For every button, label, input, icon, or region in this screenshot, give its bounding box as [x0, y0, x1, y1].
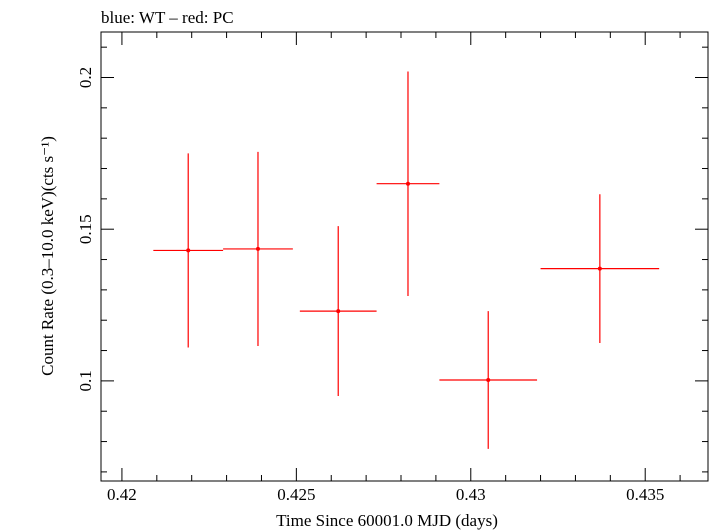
point-marker [186, 248, 191, 253]
x-tick-label: 0.435 [626, 485, 664, 504]
x-axis-label: Time Since 60001.0 MJD (days) [276, 511, 498, 530]
chart-title: blue: WT – red: PC [101, 8, 234, 27]
data-point [299, 226, 377, 397]
data-point [540, 194, 660, 343]
data-point [223, 151, 293, 346]
y-tick-labels: 0.1 0.15 0.2 [76, 67, 95, 392]
y-tick-label: 0.2 [76, 67, 95, 88]
point-marker [486, 377, 491, 382]
x-tick-labels: 0.42 0.425 0.43 0.435 [107, 485, 664, 504]
x-tick-label: 0.43 [456, 485, 486, 504]
x-tick-label: 0.425 [277, 485, 315, 504]
point-marker [336, 309, 341, 314]
data-point [376, 71, 440, 296]
plot-frame [100, 31, 709, 482]
y-tick-label: 0.15 [76, 214, 95, 244]
point-marker [405, 181, 410, 186]
data-points [153, 71, 660, 449]
x-tick-label: 0.42 [107, 485, 137, 504]
y-tick-label: 0.1 [76, 370, 95, 391]
point-marker [255, 246, 260, 251]
data-point [153, 153, 224, 348]
axis-ticks [101, 32, 708, 481]
y-axis-label: Count Rate (0.3–10.0 keV)(cts s⁻¹) [38, 136, 57, 376]
data-point [439, 311, 538, 449]
point-marker [597, 266, 602, 271]
